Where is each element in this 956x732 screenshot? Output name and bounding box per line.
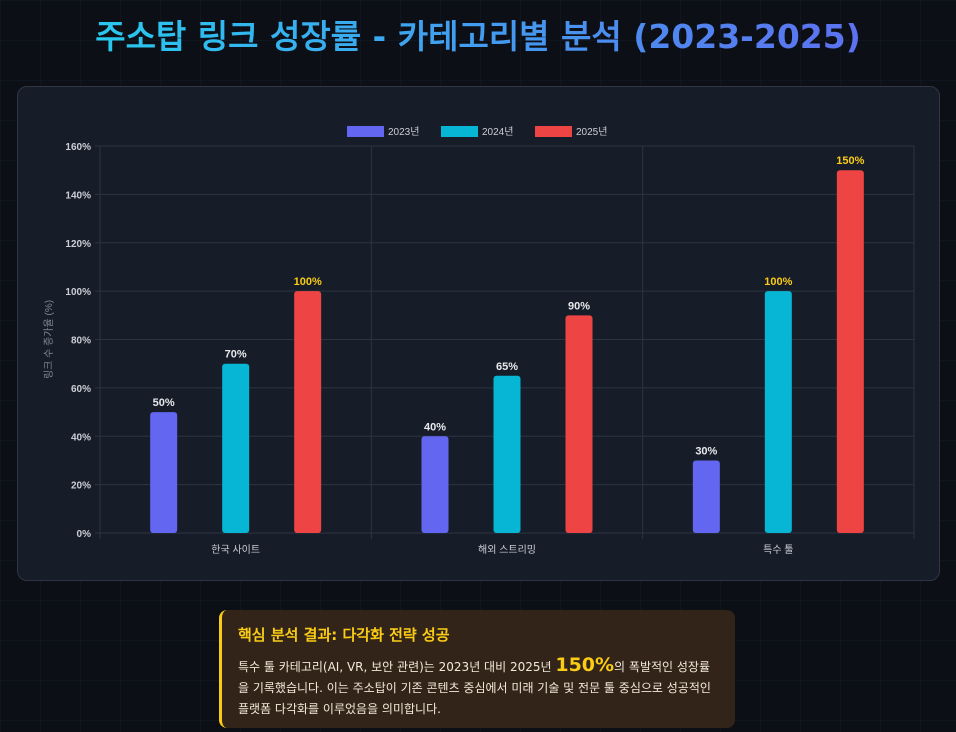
bar-chart: 0% 20% 40% 60% 80% 100% 120% 140% 160% 링크 수 증가율 (… [43,126,915,556]
data-label: 100% [764,276,792,288]
x-tick-label: 한국 사이트 [211,544,260,556]
insight-box: 핵심 분석 결과: 다각화 전략 성공 특수 툴 카테고리(AI, VR, 보안… [219,610,735,728]
data-label: 100% [294,276,322,288]
insight-text-1: 특수 툴 카테고리(AI, VR, 보안 관련)는 2023년 대비 2025년 [238,660,556,674]
bar [421,436,449,533]
bar [294,291,322,533]
bar [150,412,178,533]
y-tick-label: 60% [71,384,91,395]
y-tick-label: 100% [65,287,91,298]
data-label: 40% [424,421,446,433]
y-tick-label: 0% [77,529,92,540]
data-label: 65% [496,361,518,373]
y-tick-label: 140% [65,190,91,201]
data-label: 30% [695,445,717,457]
insight-heading: 핵심 분석 결과: 다각화 전략 성공 [238,626,450,644]
legend-label: 2025년 [576,126,607,138]
legend-swatch [535,126,572,137]
bar [836,170,864,533]
bar [565,315,593,533]
insight-highlight: 150% [555,654,615,676]
y-tick-label: 160% [65,142,91,153]
y-tick-label: 80% [71,336,91,347]
insight-text: 특수 툴 카테고리(AI, VR, 보안 관련)는 2023년 대비 2025년… [238,655,719,720]
y-tick-label: 120% [65,239,91,250]
x-tick-label: 해외 스트리밍 [478,543,536,556]
legend-swatch [347,126,384,137]
y-tick-label: 40% [71,432,91,443]
y-tick-label: 20% [71,481,91,492]
bar [222,363,250,533]
y-axis-label: 링크 수 증가율 (%) [43,300,55,379]
data-label: 70% [225,349,247,361]
x-tick-label: 특수 툴 [763,544,793,556]
insight-text-2: 의 폭발적인 성장률을 기록했습니다. 이는 주소탑이 기존 콘텐츠 중심에서 … [238,660,711,716]
legend-label: 2023년 [388,126,419,138]
bar [493,375,521,533]
data-label: 90% [568,300,590,312]
legend-swatch [441,126,478,137]
data-label: 150% [836,155,864,167]
page-title: 주소탑 링크 성장률 - 카테고리별 분석 (2023-2025) [0,10,956,58]
bar [764,291,792,533]
data-label: 50% [153,397,175,409]
legend-label: 2024년 [482,126,513,138]
bar [692,460,720,533]
